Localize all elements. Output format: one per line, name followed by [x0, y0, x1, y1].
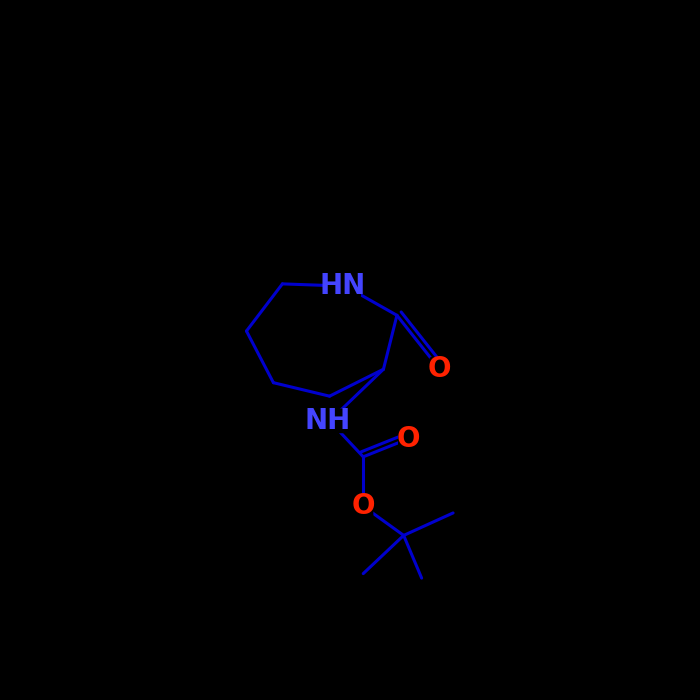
Text: O: O: [396, 425, 420, 453]
Text: O: O: [351, 492, 375, 520]
Text: NH: NH: [304, 407, 351, 435]
FancyBboxPatch shape: [309, 409, 345, 433]
FancyBboxPatch shape: [353, 494, 373, 519]
FancyBboxPatch shape: [398, 426, 419, 452]
Text: O: O: [428, 355, 452, 383]
FancyBboxPatch shape: [430, 357, 449, 382]
Text: HN: HN: [320, 272, 366, 300]
FancyBboxPatch shape: [325, 274, 361, 298]
